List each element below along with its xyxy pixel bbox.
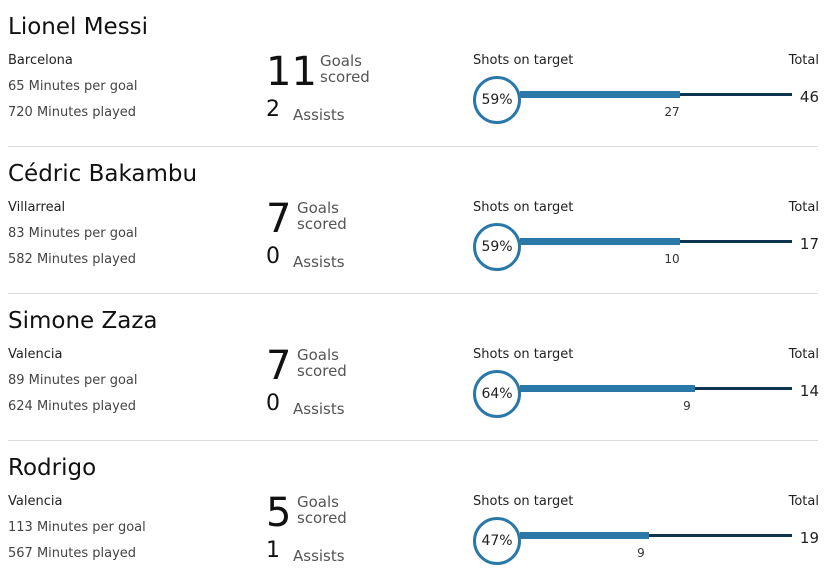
shots-accuracy-badge: 59% (473, 223, 521, 271)
shots-bar-fill (520, 532, 649, 539)
shots-accuracy-badge: 59% (473, 76, 521, 124)
goals-label-line1: Goals (297, 199, 339, 217)
divider (8, 146, 818, 147)
player-club: Valencia (8, 494, 63, 509)
shots-total-count: 17 (799, 235, 819, 253)
assists-count: 2 (266, 97, 280, 122)
goals-label: Goals scored (297, 200, 347, 232)
goals-count: 5 (266, 490, 292, 536)
goals-label: Goals scored (320, 53, 370, 85)
shots-bar-fill (520, 238, 680, 245)
total-label: Total (788, 200, 819, 215)
shots-on-target-label: Shots on target (473, 347, 574, 362)
shots-on-target-count: 10 (664, 252, 680, 266)
shots-on-target-label: Shots on target (473, 53, 574, 68)
shots-bar-track (520, 385, 792, 392)
goals-label: Goals scored (297, 494, 347, 526)
assists-label: Assists (293, 400, 345, 418)
minutes-played: 582 Minutes played (8, 252, 137, 267)
player-card: Cédric Bakambu Villarreal 83 Minutes per… (0, 147, 828, 294)
goals-label-line2: scored (297, 362, 347, 380)
player-club: Barcelona (8, 53, 73, 68)
shots-bar-track (520, 532, 792, 539)
player-name: Rodrigo (8, 455, 97, 481)
shots-total-count: 14 (799, 382, 819, 400)
shots-bar-track (520, 91, 792, 98)
goals-label-line1: Goals (297, 346, 339, 364)
minutes-played: 567 Minutes played (8, 546, 137, 561)
player-name: Cédric Bakambu (8, 161, 198, 187)
shots-total-count: 46 (799, 88, 819, 106)
shots-on-target-label: Shots on target (473, 494, 574, 509)
assists-count: 0 (266, 391, 280, 416)
shots-bar-fill (520, 385, 695, 392)
player-card: Rodrigo Valencia 113 Minutes per goal 56… (0, 441, 828, 588)
minutes-played: 720 Minutes played (8, 105, 137, 120)
total-label: Total (788, 347, 819, 362)
player-name: Lionel Messi (8, 14, 149, 40)
total-label: Total (788, 53, 819, 68)
shots-on-target-count: 9 (683, 399, 691, 413)
total-label: Total (788, 494, 819, 509)
assists-label: Assists (293, 253, 345, 271)
shots-accuracy-badge: 47% (473, 517, 521, 565)
minutes-per-goal: 65 Minutes per goal (8, 79, 138, 94)
minutes-per-goal: 113 Minutes per goal (8, 520, 146, 535)
player-club: Valencia (8, 347, 63, 362)
shots-on-target-count: 27 (664, 105, 680, 119)
divider (8, 293, 818, 294)
assists-label: Assists (293, 547, 345, 565)
shots-bar-fill (520, 91, 680, 98)
goals-count: 7 (266, 196, 292, 242)
goals-label-line1: Goals (320, 52, 362, 70)
player-card: Lionel Messi Barcelona 65 Minutes per go… (0, 0, 828, 147)
goals-count: 11 (266, 49, 317, 95)
minutes-per-goal: 89 Minutes per goal (8, 373, 138, 388)
assists-count: 0 (266, 244, 280, 269)
player-club: Villarreal (8, 200, 66, 215)
goals-label-line2: scored (320, 68, 370, 86)
assists-count: 1 (266, 538, 280, 563)
shots-total-count: 19 (799, 529, 819, 547)
goals-label-line2: scored (297, 509, 347, 527)
player-card: Simone Zaza Valencia 89 Minutes per goal… (0, 294, 828, 441)
divider (8, 440, 818, 441)
minutes-played: 624 Minutes played (8, 399, 137, 414)
goals-label: Goals scored (297, 347, 347, 379)
goals-label-line1: Goals (297, 493, 339, 511)
shots-on-target-label: Shots on target (473, 200, 574, 215)
goals-count: 7 (266, 343, 292, 389)
minutes-per-goal: 83 Minutes per goal (8, 226, 138, 241)
shots-accuracy-badge: 64% (473, 370, 521, 418)
goals-label-line2: scored (297, 215, 347, 233)
assists-label: Assists (293, 106, 345, 124)
shots-bar-track (520, 238, 792, 245)
shots-on-target-count: 9 (637, 546, 645, 560)
player-name: Simone Zaza (8, 308, 158, 334)
